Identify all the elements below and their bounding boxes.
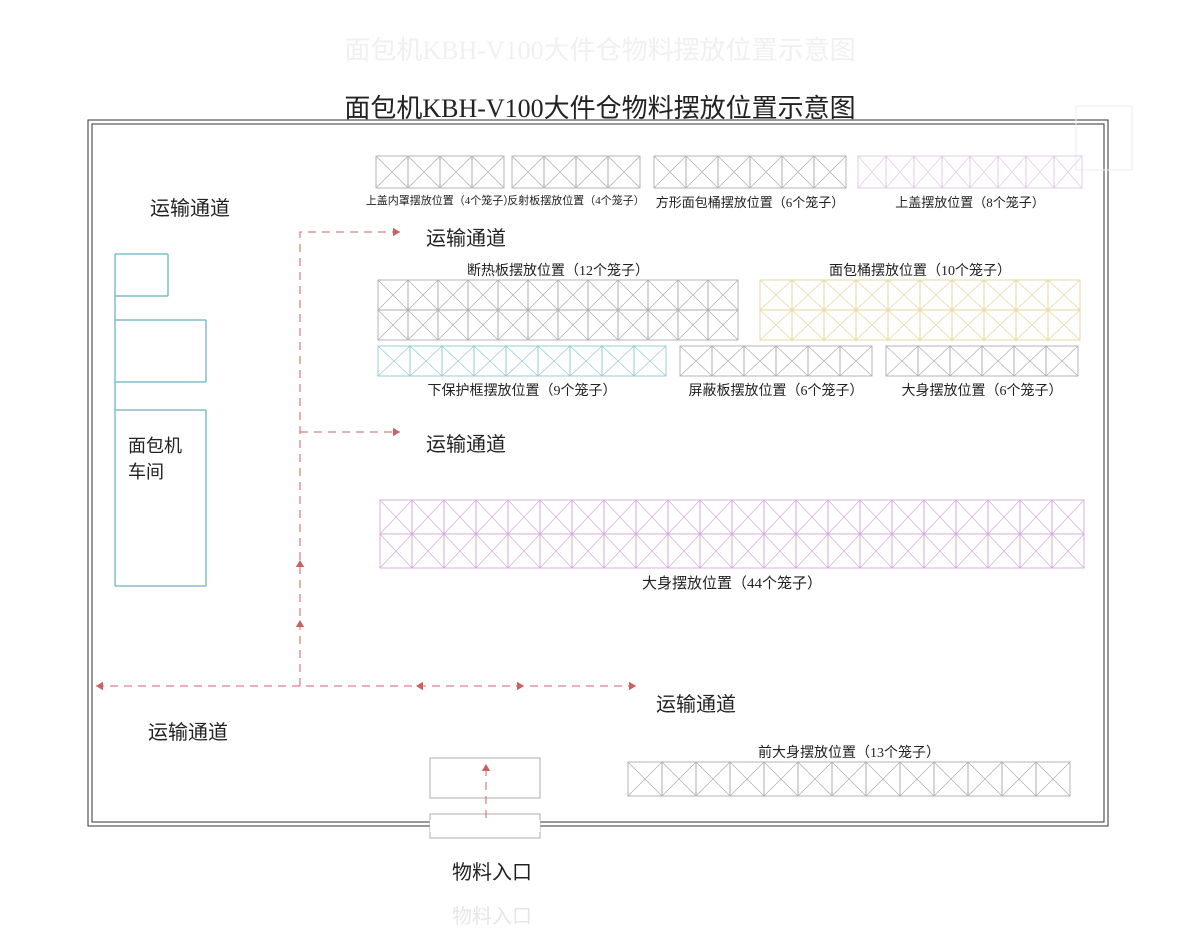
- zone-label: 运输通道: [656, 688, 736, 717]
- zone-label: 大身摆放位置（44个笼子）: [642, 572, 822, 593]
- zone-label: 大身摆放位置（6个笼子）: [902, 380, 1063, 400]
- diagram-root: 面包机KBH-V100大件仓物料摆放位置示意图 面包机KBH-V100大件仓物料…: [0, 0, 1200, 936]
- zone-label: 前大身摆放位置（13个笼子）: [758, 742, 940, 762]
- zone-label: 上盖内罩摆放位置（4个笼子）: [366, 192, 515, 208]
- zone-label: 物料入口: [452, 900, 532, 929]
- zone-label: 运输通道: [426, 428, 506, 457]
- zone-label: 运输通道: [426, 222, 506, 251]
- zone-label: 断热板摆放位置（12个笼子）: [467, 260, 649, 280]
- zone-label: 反射板摆放位置（4个笼子）: [507, 192, 645, 208]
- zone-label: 上盖摆放位置（8个笼子）: [895, 192, 1045, 211]
- ghost-title: 面包机KBH-V100大件仓物料摆放位置示意图: [0, 30, 1200, 67]
- zone-label: 下保护框摆放位置（9个笼子）: [428, 380, 617, 400]
- room-label: 面包机 车间: [128, 432, 182, 484]
- page-title: 面包机KBH-V100大件仓物料摆放位置示意图: [0, 88, 1200, 125]
- zone-label: 面包桶摆放位置（10个笼子）: [829, 260, 1011, 280]
- zone-label: 方形面包桶摆放位置（6个笼子）: [656, 192, 845, 211]
- zone-label: 物料入口: [452, 856, 532, 885]
- zone-label: 屏蔽板摆放位置（6个笼子）: [689, 380, 864, 400]
- zone-label: 运输通道: [148, 716, 228, 745]
- zone-label: 运输通道: [150, 192, 230, 221]
